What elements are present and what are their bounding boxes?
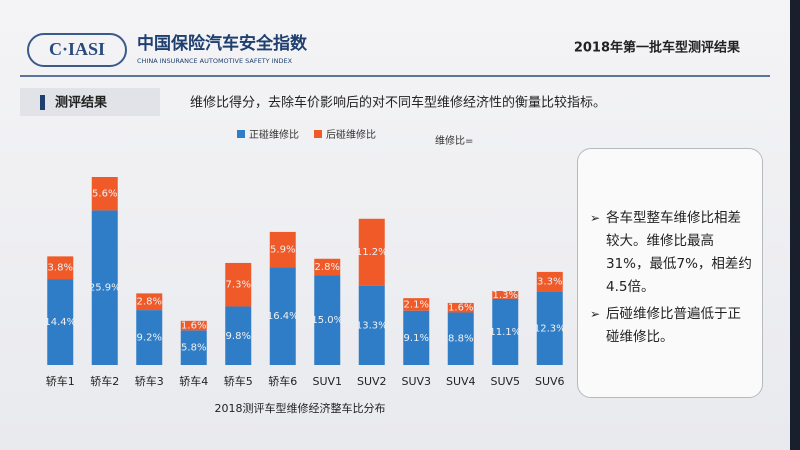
bar-segment — [47, 279, 74, 365]
section-description: 维修比得分，去除车价影响后的对不同车型维修经济性的衡量比较指标。 — [190, 95, 606, 111]
bar-segment — [314, 258, 341, 276]
bar-segment — [180, 330, 207, 365]
x-tick-label: SUV3 — [401, 375, 431, 388]
bar-segment — [136, 310, 163, 365]
chart-title: 2018测评车型维修经济整车比分布 — [215, 401, 386, 415]
x-tick-label: 轿车6 — [268, 374, 297, 388]
value-label: 1.6% — [181, 321, 206, 332]
value-label: 3.8% — [48, 263, 73, 274]
bar-segment — [136, 293, 163, 311]
notes-box: 各车型整车维修比相差较大。维修比最高31%，最低7%，相差约4.5倍。后碰维修比… — [577, 148, 763, 398]
bar-segment — [91, 177, 118, 211]
x-tick-label: SUV6 — [535, 375, 565, 388]
section-label: 测评结果 — [55, 95, 107, 111]
value-label: 11.2% — [356, 247, 388, 258]
value-label: 1.3% — [493, 290, 518, 301]
x-tick-label: SUV1 — [312, 375, 342, 388]
legend-swatch — [237, 130, 245, 138]
bar-segment — [536, 291, 563, 365]
value-label: 5.9% — [270, 245, 295, 256]
value-label: 5.6% — [92, 189, 117, 200]
bar-segment — [269, 231, 296, 268]
bar-segment — [403, 298, 430, 311]
x-tick-label: 轿车3 — [135, 374, 164, 388]
x-tick-label: 轿车1 — [46, 374, 75, 388]
value-label: 16.4% — [267, 311, 299, 322]
value-label: 2.8% — [137, 297, 162, 308]
bar-segment — [492, 290, 519, 299]
value-label: 14.4% — [44, 317, 76, 328]
x-tick-label: SUV2 — [357, 375, 387, 388]
value-label: 7.3% — [226, 280, 251, 291]
logo-ring — [27, 33, 127, 67]
x-tick-label: 轿车4 — [179, 374, 208, 388]
bar-segment — [536, 271, 563, 292]
header-title: 中国保险汽车安全指数 — [137, 33, 308, 54]
value-label: 9.8% — [226, 331, 251, 342]
bar-segment — [447, 302, 474, 313]
x-tick-label: SUV4 — [446, 375, 476, 388]
value-label: 12.3% — [534, 323, 566, 334]
logo: C·IASI — [49, 39, 105, 59]
x-tick-label: 轿车5 — [224, 374, 253, 388]
value-label: 5.8% — [181, 343, 206, 354]
value-label: 8.8% — [448, 334, 473, 345]
header-subtitle: CHINA INSURANCE AUTOMOTIVE SAFETY INDEX — [137, 57, 293, 65]
value-label: 3.3% — [537, 277, 562, 288]
bar-segment — [47, 256, 74, 280]
value-label: 15.0% — [311, 315, 343, 326]
header-right-title: 2018年第一批车型测评结果 — [574, 40, 740, 56]
value-label: 1.6% — [448, 303, 473, 314]
bar-segment — [492, 298, 519, 365]
value-label: 13.3% — [356, 320, 388, 331]
legend-swatch — [314, 130, 322, 138]
value-label: 9.1% — [404, 333, 429, 344]
bar-segment — [403, 310, 430, 365]
value-label: 2.8% — [315, 262, 340, 273]
bar-segment — [225, 262, 252, 307]
legend-label: 正碰维修比 — [249, 128, 299, 141]
value-label: 2.1% — [404, 299, 429, 310]
x-tick-label: SUV5 — [490, 375, 520, 388]
bar-segment — [314, 275, 341, 365]
note: 各车型整车维修比相差较大。维修比最高31%，最低7%，相差约4.5倍。 — [590, 207, 752, 299]
bar-segment — [225, 306, 252, 365]
value-label: 25.9% — [89, 283, 121, 294]
bar-segment — [180, 320, 207, 331]
value-label: 9.2% — [137, 333, 162, 344]
note: 后碰维修比普遍低于正碰维修比。 — [590, 303, 752, 349]
bar-segment — [269, 267, 296, 365]
section-marker — [40, 95, 45, 110]
bar-segment — [91, 210, 118, 365]
x-tick-label: 轿车2 — [90, 374, 119, 388]
formula: 维修比= — [435, 134, 473, 147]
bar-segment — [447, 312, 474, 365]
bar-segment — [358, 285, 385, 365]
legend-label: 后碰维修比 — [326, 128, 376, 141]
value-label: 11.1% — [489, 327, 521, 338]
bar-segment — [358, 218, 385, 286]
